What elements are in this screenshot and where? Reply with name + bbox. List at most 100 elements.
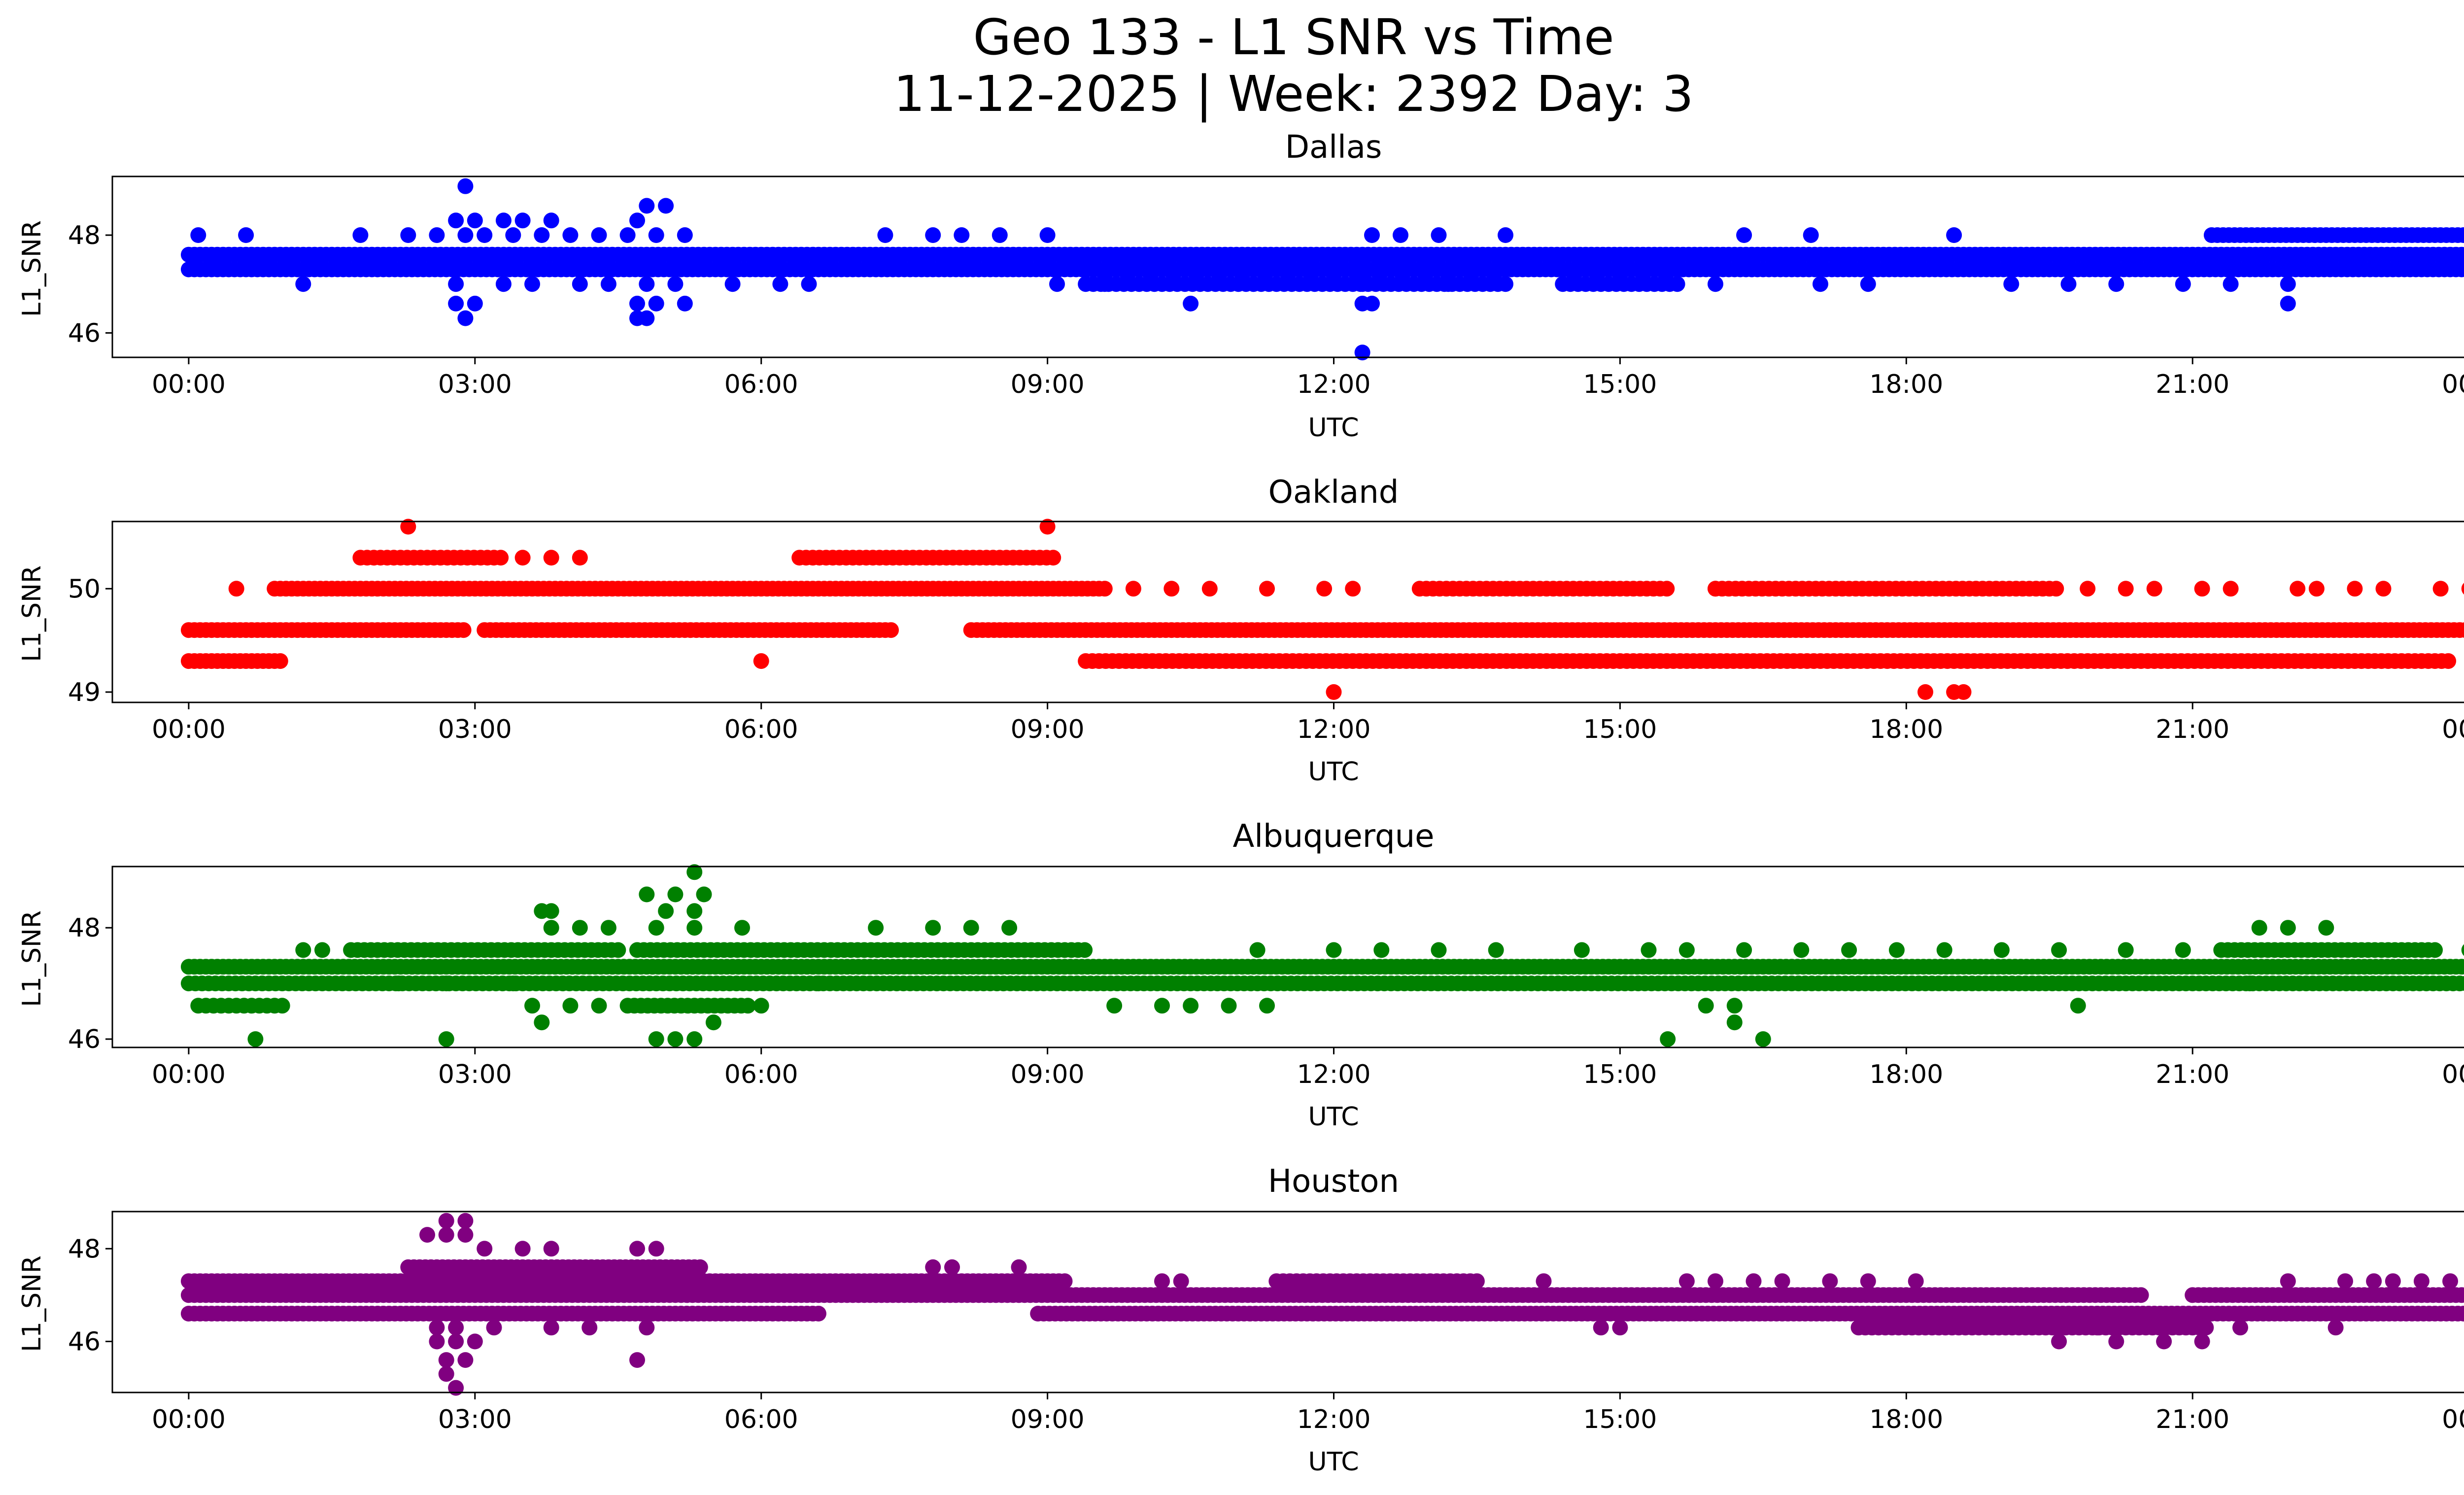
data-point bbox=[493, 550, 509, 566]
x-tick-label: 03:00 bbox=[438, 1405, 512, 1434]
data-point bbox=[1612, 1320, 1628, 1336]
data-point bbox=[600, 920, 616, 936]
data-point bbox=[1039, 519, 1056, 535]
data-point bbox=[2133, 1287, 2149, 1303]
x-tick-label: 21:00 bbox=[2156, 370, 2229, 399]
data-point bbox=[562, 227, 579, 243]
data-point bbox=[495, 276, 512, 292]
data-point bbox=[1678, 942, 1695, 958]
data-point bbox=[438, 1227, 454, 1243]
data-point bbox=[1488, 942, 1504, 958]
data-point bbox=[1736, 227, 1752, 243]
data-point bbox=[438, 1352, 454, 1368]
data-point bbox=[2461, 229, 2464, 241]
data-point bbox=[686, 864, 703, 880]
data-point bbox=[2175, 942, 2191, 958]
data-point bbox=[467, 1333, 483, 1350]
data-point bbox=[1841, 942, 1857, 958]
data-point bbox=[591, 998, 607, 1014]
data-point bbox=[1708, 581, 1723, 597]
data-point bbox=[457, 310, 474, 326]
data-point bbox=[1803, 227, 1819, 243]
data-point bbox=[543, 903, 559, 919]
data-point bbox=[801, 276, 817, 292]
scatter-points bbox=[180, 178, 2464, 361]
data-point bbox=[686, 1031, 703, 1047]
data-point bbox=[534, 1014, 550, 1031]
data-point bbox=[1001, 920, 1018, 936]
figure-title-line-2: 11-12-2025 | Week: 2392 Day: 3 bbox=[893, 65, 1693, 123]
data-point bbox=[2118, 581, 2134, 597]
data-point bbox=[2051, 1333, 2067, 1350]
data-point bbox=[1077, 942, 1093, 958]
data-point bbox=[639, 276, 655, 292]
x-tick-label: 00:00 bbox=[2442, 715, 2464, 744]
data-point bbox=[1164, 581, 1180, 597]
data-point bbox=[677, 295, 693, 312]
data-point bbox=[667, 886, 684, 903]
data-point bbox=[457, 178, 474, 194]
data-point bbox=[438, 1031, 454, 1047]
data-point bbox=[2461, 1308, 2464, 1320]
data-point bbox=[868, 920, 884, 936]
data-point bbox=[658, 903, 674, 919]
panel-title: Dallas bbox=[1285, 129, 1382, 166]
data-point bbox=[228, 581, 244, 597]
data-point bbox=[1431, 942, 1447, 958]
data-point bbox=[1045, 550, 1061, 566]
scatter-points bbox=[180, 519, 2464, 700]
dallas-panel: Dallas UTC L1_SNR 00:00 03:00 06:00 09:00 12… bbox=[17, 129, 2464, 443]
data-point bbox=[1708, 1273, 1723, 1289]
x-tick-label: 00:00 bbox=[152, 370, 226, 399]
data-point bbox=[543, 212, 559, 229]
data-point bbox=[1860, 276, 1876, 292]
data-point bbox=[477, 1241, 493, 1257]
panel-title: Houston bbox=[1268, 1163, 1399, 1200]
data-point bbox=[2459, 247, 2464, 262]
data-point bbox=[274, 998, 290, 1014]
x-axis-label: UTC bbox=[1308, 1102, 1359, 1132]
data-point bbox=[438, 975, 454, 992]
data-point bbox=[448, 1380, 464, 1396]
data-point bbox=[295, 276, 311, 292]
data-point bbox=[1946, 227, 1962, 243]
data-point bbox=[1469, 1273, 1485, 1289]
data-point bbox=[2280, 1273, 2296, 1289]
houston-panel: Houston UTC L1_SNR 00:00 03:00 06:00 09:00 1… bbox=[17, 1163, 2464, 1477]
data-point bbox=[1536, 1273, 1552, 1289]
data-point bbox=[2290, 581, 2306, 597]
data-point bbox=[2413, 1273, 2430, 1289]
x-tick-label: 09:00 bbox=[1011, 715, 1085, 744]
x-axis-label: UTC bbox=[1308, 1447, 1359, 1477]
data-point bbox=[2347, 581, 2363, 597]
y-tick-label: 49 bbox=[68, 678, 101, 707]
x-tick-label: 03:00 bbox=[438, 1060, 512, 1089]
data-point bbox=[2280, 920, 2296, 936]
y-tick-label: 46 bbox=[68, 1327, 101, 1356]
x-tick-label: 18:00 bbox=[1869, 1060, 1943, 1089]
y-tick-label: 50 bbox=[68, 574, 101, 604]
data-point bbox=[505, 975, 521, 992]
data-point bbox=[1354, 345, 1370, 361]
data-point bbox=[600, 276, 616, 292]
data-point bbox=[438, 1366, 454, 1382]
data-point bbox=[2432, 581, 2449, 597]
data-point bbox=[1326, 684, 1342, 700]
data-point bbox=[1154, 998, 1170, 1014]
x-tick-label: 15:00 bbox=[1583, 1060, 1657, 1089]
data-point bbox=[1431, 227, 1447, 243]
data-point bbox=[2458, 975, 2464, 991]
data-point bbox=[667, 276, 684, 292]
data-point bbox=[2223, 581, 2239, 597]
data-point bbox=[1049, 276, 1065, 292]
data-point bbox=[648, 227, 664, 243]
data-point bbox=[2198, 1320, 2214, 1336]
data-point bbox=[2108, 1333, 2124, 1350]
data-point bbox=[1755, 1031, 1771, 1047]
data-point bbox=[448, 212, 464, 229]
data-point bbox=[648, 295, 664, 312]
x-tick-label: 06:00 bbox=[724, 1060, 798, 1089]
data-point bbox=[1249, 942, 1266, 958]
data-point bbox=[1498, 227, 1513, 243]
y-axis-label: L1_SNR bbox=[17, 565, 47, 662]
